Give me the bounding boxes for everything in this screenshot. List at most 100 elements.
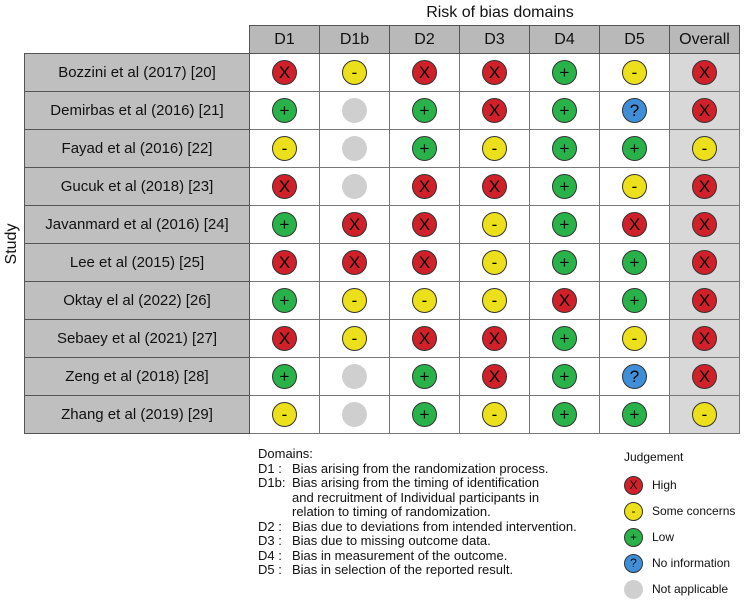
judgement-low-icon: + [272,212,297,237]
cell-d3: - [459,395,530,434]
legend-low-icon: + [624,527,643,547]
judgement-high-icon: X [692,60,717,85]
domain-code: D5 : [258,562,282,577]
judgement-low-icon: + [552,402,577,427]
judgement-low-icon: + [552,212,577,237]
judgement-some-icon: - [412,288,437,313]
cell-d5: + [599,243,670,282]
domain-item: D3 : Bias due to missing outcome data. [258,533,632,549]
cell-d4: + [529,53,600,92]
judgement-high-icon: X [692,174,717,199]
judgement-some-icon: - [342,326,367,351]
domain-code: D4 : [258,547,282,563]
judgement-low-icon: + [552,98,577,123]
cell-d1b [319,395,390,434]
study-row: Oktay el al (2022) [26] + - - - X + X [24,281,740,320]
cell-d5: ? [599,357,670,396]
judgement-some-icon: - [622,326,647,351]
cell-d1: X [249,319,320,358]
judgement-some-icon: - [692,136,717,161]
judgement-low-icon: + [272,98,297,123]
legend-label: No information [652,556,731,570]
judgement-some-icon: - [482,212,507,237]
cell-overall: X [669,205,740,244]
judgement-high-icon: X [412,174,437,199]
judgement-low-icon: + [272,364,297,389]
domain-code: D1 : [258,460,282,476]
judgement-low-icon: + [552,326,577,351]
legend-label: Not applicable [652,582,729,596]
judgement-low-icon: + [552,60,577,85]
cell-overall: - [669,395,740,434]
cell-d1: + [249,91,320,130]
judgement-low-icon: + [622,402,647,427]
cell-d2: + [389,129,460,168]
judgement-low-icon: + [412,136,437,161]
judgement-high-icon: X [342,250,367,275]
cell-d4: + [529,395,600,434]
column-header-d1: D1 [249,25,320,54]
cell-d1b: - [319,53,390,92]
cell-d4: + [529,357,600,396]
cell-d1: X [249,243,320,282]
study-label: Bozzini et al (2017) [20] [24,53,250,92]
column-header-overall: Overall [669,25,740,54]
judgement-some-icon: - [622,174,647,199]
judgement-legend-title: Judgement [624,450,684,464]
domain-code [258,505,292,520]
cell-overall: X [669,53,740,92]
cell-d2: X [389,53,460,92]
study-row: Lee et al (2015) [25] X X X - + + X [24,243,740,282]
judgement-high-icon: X [412,326,437,351]
cell-d1b [319,357,390,396]
study-label: Sebaey et al (2021) [27] [24,319,250,358]
judgement-low-icon: + [412,98,437,123]
judgement-na-icon [342,364,367,389]
cell-d3: X [459,357,530,396]
cell-d5: - [599,53,670,92]
cell-d3: - [459,243,530,282]
column-header-d3: D3 [459,25,530,54]
cell-d1b [319,91,390,130]
cell-d5: - [599,167,670,206]
domain-description: relation to timing of randomization. [292,504,491,519]
judgement-high-icon: X [552,288,577,313]
cell-d1: X [249,53,320,92]
judgement-low-icon: + [412,402,437,427]
legend-some-icon: - [624,501,643,521]
cell-d4: + [529,205,600,244]
cell-d5: + [599,395,670,434]
cell-d2: X [389,205,460,244]
cell-d5: ? [599,91,670,130]
judgement-low-icon: + [272,288,297,313]
legend-item-low: + Low [624,524,735,550]
judgement-low-icon: + [552,136,577,161]
domain-description: Bias in measurement of the outcome. [292,547,508,563]
cell-overall: X [669,243,740,282]
cell-d1b: X [319,243,390,282]
domain-item: D1b: Bias arising from the timing of iden… [258,475,632,491]
cell-d1b [319,167,390,206]
cell-overall: X [669,319,740,358]
judgement-some-icon: - [482,136,507,161]
cell-d1b: X [319,205,390,244]
legend-label: Low [652,530,675,544]
legend-item-high: X High [624,472,735,498]
judgement-some-icon: - [272,402,297,427]
cell-d2: X [389,243,460,282]
cell-d1b: - [319,319,390,358]
study-row: Zhang et al (2019) [29] - + - + + - [24,395,740,434]
study-label: Oktay el al (2022) [26] [24,281,250,320]
cell-d3: - [459,281,530,320]
legend-noinfo-icon: ? [624,553,643,573]
judgement-low-icon: + [622,136,647,161]
judgement-some-icon: - [272,136,297,161]
legend-label: High [652,478,677,492]
domain-code: D1b: [258,475,286,490]
judgement-na-icon [342,136,367,161]
domain-item: D4 : Bias in measurement of the outcome. [258,547,632,564]
header-corner [25,26,250,54]
cell-d2: - [389,281,460,320]
cell-overall: X [669,167,740,206]
domains-legend: Domains: D1 : Bias arising from the rando… [258,446,632,578]
